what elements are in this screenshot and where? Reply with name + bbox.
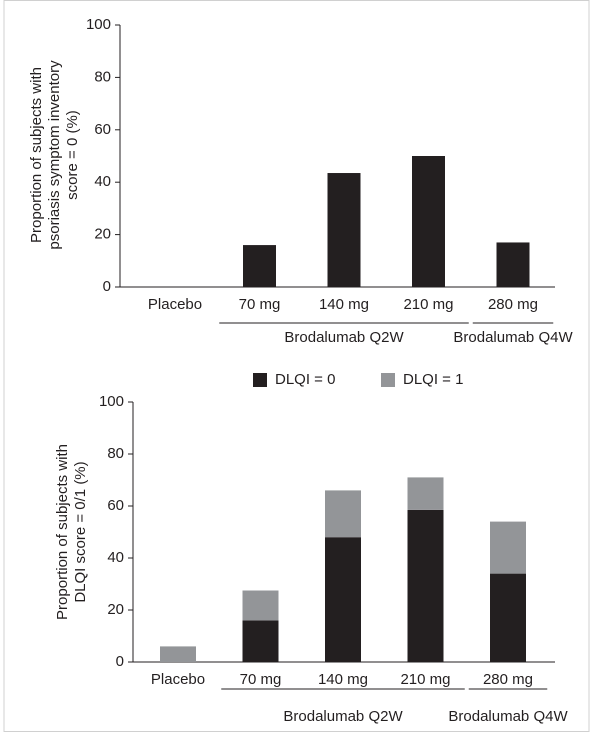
x-tick-label: 210 mg (403, 296, 453, 313)
legend-label: DLQI = 0 (275, 371, 335, 388)
bar-segment (407, 509, 444, 662)
y-axis-label: Proportion of subjects with (54, 444, 71, 620)
group-label: Brodalumab Q4W (448, 708, 568, 725)
y-tick-label: 40 (107, 549, 124, 566)
y-tick-label: 100 (86, 16, 111, 33)
legend-swatch (381, 373, 395, 387)
group-label: Brodalumab Q2W (283, 708, 403, 725)
bar-segment (242, 620, 279, 662)
bar-segment (242, 590, 279, 621)
x-tick-label: 280 mg (488, 296, 538, 313)
x-tick-label: Placebo (148, 296, 202, 313)
y-axis-label: DLQI score = 0/1 (%) (72, 461, 89, 602)
bar-segment (407, 477, 444, 510)
bar-segment (325, 537, 361, 662)
frame (3, 0, 590, 732)
bar-segment (490, 573, 526, 662)
y-tick-label: 0 (116, 653, 124, 670)
y-tick-label: 0 (103, 278, 111, 295)
x-tick-label: 140 mg (318, 671, 368, 688)
bar (327, 173, 361, 287)
x-tick-label: 280 mg (483, 671, 533, 688)
y-axis-label: Proportion of subjects with (28, 67, 45, 243)
y-tick-label: 100 (99, 393, 124, 410)
y-tick-label: 60 (107, 497, 124, 514)
y-tick-label: 80 (94, 68, 111, 85)
y-tick-label: 80 (107, 445, 124, 462)
x-tick-label: 140 mg (319, 296, 369, 313)
x-tick-label: Placebo (151, 671, 205, 688)
y-tick-label: 20 (94, 226, 111, 243)
x-tick-label: 70 mg (240, 671, 282, 688)
bar (243, 245, 276, 287)
y-axis-label: psoriasis symptom inventory (46, 60, 63, 250)
y-tick-label: 40 (94, 173, 111, 190)
bar (496, 242, 530, 287)
bar-segment (160, 646, 196, 662)
legend-swatch (253, 373, 267, 387)
legend-label: DLQI = 1 (403, 371, 463, 388)
y-tick-label: 20 (107, 601, 124, 618)
bar-segment (325, 490, 361, 538)
x-tick-label: 210 mg (400, 671, 450, 688)
y-axis-label: score = 0 (%) (64, 110, 81, 200)
bar-segment (490, 521, 526, 574)
group-label: Brodalumab Q2W (284, 329, 404, 346)
x-tick-label: 70 mg (239, 296, 281, 313)
group-label: Brodalumab Q4W (453, 329, 573, 346)
bar (412, 156, 445, 287)
y-tick-label: 60 (94, 121, 111, 138)
